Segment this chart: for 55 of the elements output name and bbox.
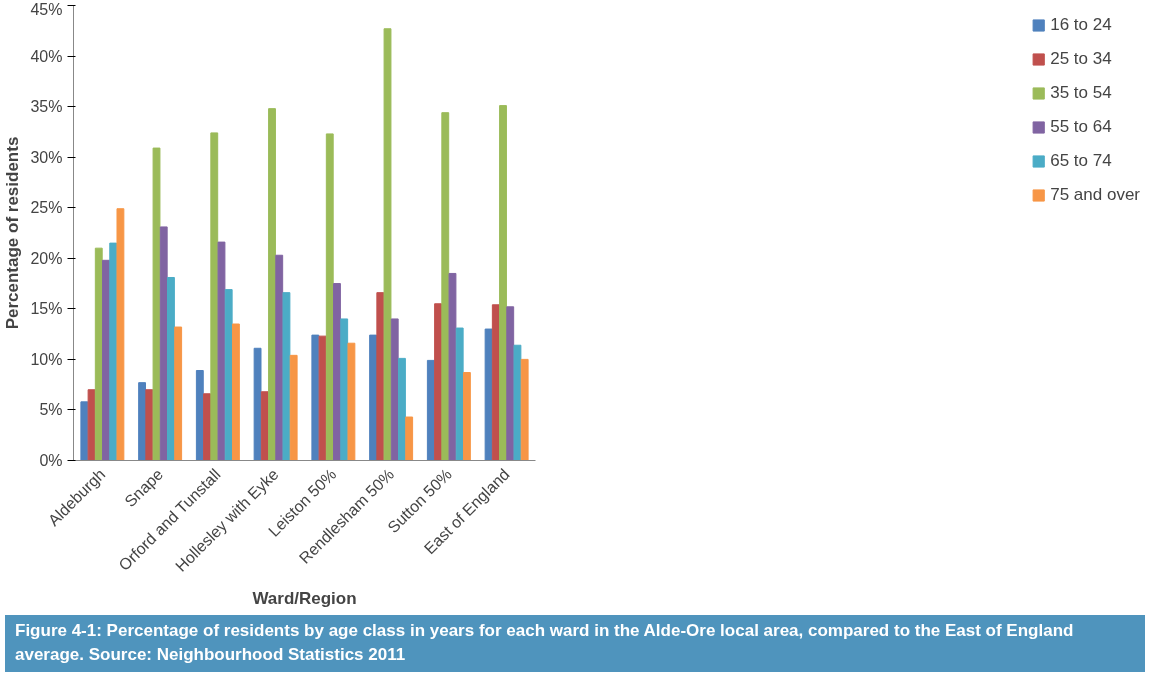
legend-label: 25 to 34 [1050,49,1112,69]
bar [448,272,457,461]
y-axis-title: Percentage of residents [3,136,23,330]
y-tick-label: 0% [39,452,63,469]
bar [217,241,226,461]
y-tick-label: 40% [30,47,63,65]
bar [116,208,125,461]
bar [318,335,327,461]
y-tick-label: 20% [30,249,63,267]
legend-label: 75 and over [1050,185,1140,205]
bar [441,112,450,461]
bar [499,105,507,461]
bar [289,354,298,461]
legend-label: 35 to 54 [1050,83,1112,103]
bar [94,247,103,461]
y-tick-label: 25% [30,199,63,217]
legend-label: 65 to 74 [1050,151,1112,171]
y-tick-label: 45% [30,0,63,18]
bar [210,132,219,461]
bar [462,372,471,461]
legend-label: 55 to 64 [1050,117,1112,137]
y-tick-label: 30% [30,148,63,166]
bar [231,323,240,461]
bar [398,357,406,461]
y-tick-label: 5% [39,401,63,419]
legend-label: 16 to 24 [1050,15,1112,35]
bar [347,342,356,461]
bar [513,344,522,461]
bar [333,283,341,461]
bar [520,358,529,461]
bar [159,226,168,461]
bar [484,328,493,461]
bar [87,389,96,461]
y-tick-label: 15% [30,300,63,318]
bar [405,416,414,461]
bar [340,318,349,461]
bar [282,292,291,461]
bar [195,370,204,461]
caption: Figure 4-1: Percentage of residents by age class in years for each ward in the Alde-Ore local area, compared to the East of England average. Source: Neighbourhood Statistics 2011 [15,620,1075,667]
y-tick-label: 10% [30,350,63,368]
bar [455,327,464,461]
bar [174,326,183,461]
x-axis-title: Ward/Region [252,588,357,608]
bar [138,382,147,461]
bar [275,254,284,461]
bar [390,318,399,461]
bar [383,28,392,461]
bar [268,108,276,461]
bar [152,147,161,461]
bar [167,276,175,461]
y-tick-label: 35% [30,98,63,116]
bar [253,347,262,461]
bar [224,289,233,461]
bar [325,133,334,461]
bar [506,306,515,461]
